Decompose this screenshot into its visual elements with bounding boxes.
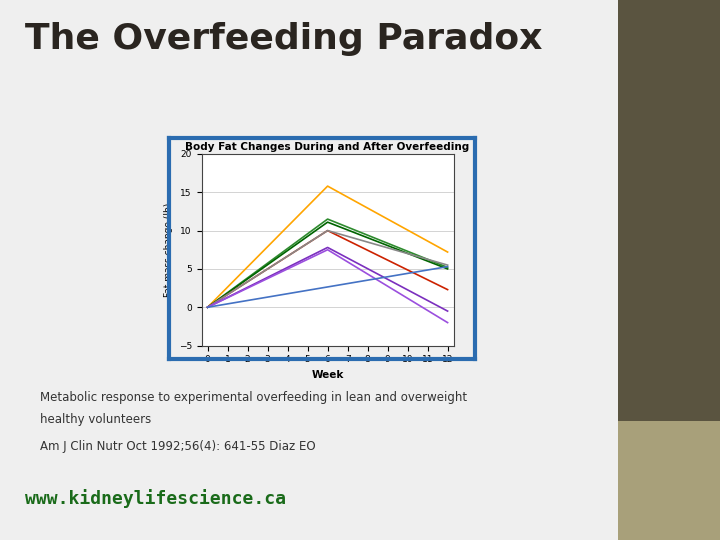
Y-axis label: Fat mass change (lb): Fat mass change (lb) [164, 202, 173, 297]
Title: Body Fat Changes During and After Overfeeding: Body Fat Changes During and After Overfe… [186, 141, 469, 152]
Text: www.kidneylifescience.ca: www.kidneylifescience.ca [25, 489, 287, 508]
Text: healthy volunteers: healthy volunteers [40, 413, 151, 426]
Text: The Overfeeding Paradox: The Overfeeding Paradox [25, 22, 543, 56]
Text: Am J Clin Nutr Oct 1992;56(4): 641-55 Diaz EO: Am J Clin Nutr Oct 1992;56(4): 641-55 Di… [40, 440, 315, 453]
Text: Metabolic response to experimental overfeeding in lean and overweight: Metabolic response to experimental overf… [40, 392, 467, 404]
X-axis label: Week: Week [312, 370, 343, 380]
